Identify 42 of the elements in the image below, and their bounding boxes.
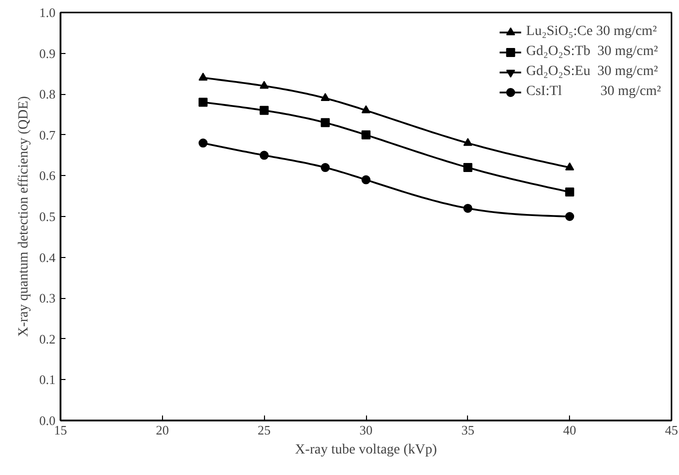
legend-label: CsI:Tl 30 mg/cm²: [526, 83, 661, 101]
y-tick-label: 1.0: [39, 5, 56, 20]
point: [362, 130, 370, 140]
point: [463, 204, 472, 213]
point: [565, 188, 574, 197]
point: [463, 163, 472, 172]
x-tick-label: 40: [563, 422, 576, 438]
y-tick-label: 0.0: [39, 413, 56, 428]
point: [320, 118, 330, 128]
point: [198, 138, 208, 148]
y-tick-label: 0.5: [39, 209, 56, 224]
y-tick-label: 0.7: [39, 127, 56, 142]
y-tick-label: 0.4: [39, 250, 56, 265]
point: [463, 138, 472, 146]
point: [362, 105, 370, 114]
point: [565, 212, 574, 221]
x-tick-label: 20: [156, 422, 169, 438]
x-tick-label: 15: [54, 422, 67, 438]
point: [260, 150, 269, 160]
y-tick-label: 0.2: [39, 331, 56, 346]
y-tick-label: 0.1: [39, 372, 56, 388]
x-tick-label: 45: [665, 422, 678, 438]
y-tick-label: 0.6: [39, 168, 56, 184]
x-axis-title: X-ray tube voltage (kVp): [295, 442, 438, 458]
legend-label: Gd₂O₂S:Eu 30 mg/cm²: [526, 63, 658, 81]
point: [198, 98, 208, 107]
point: [320, 163, 330, 172]
y-tick-label: 0.3: [39, 290, 56, 306]
point: [320, 93, 330, 101]
point: [198, 72, 208, 81]
x-tick-label: 25: [258, 422, 271, 438]
point: [260, 106, 269, 115]
legend-label: Lu₂SiO₅:Ce 30 mg/cm²: [526, 23, 657, 41]
point: [362, 175, 370, 184]
point: [260, 80, 269, 89]
point: [565, 162, 574, 170]
legend-label: Gd₂O₂S:Tb 30 mg/cm²: [526, 43, 658, 61]
x-tick-label: 35: [461, 422, 474, 438]
y-axis-title: X-ray quantum detection efficiency (QDE): [16, 96, 32, 337]
y-tick-label: 0.8: [39, 86, 56, 102]
y-tick-label: 0.9: [39, 46, 56, 61]
x-tick-label: 30: [360, 422, 372, 438]
